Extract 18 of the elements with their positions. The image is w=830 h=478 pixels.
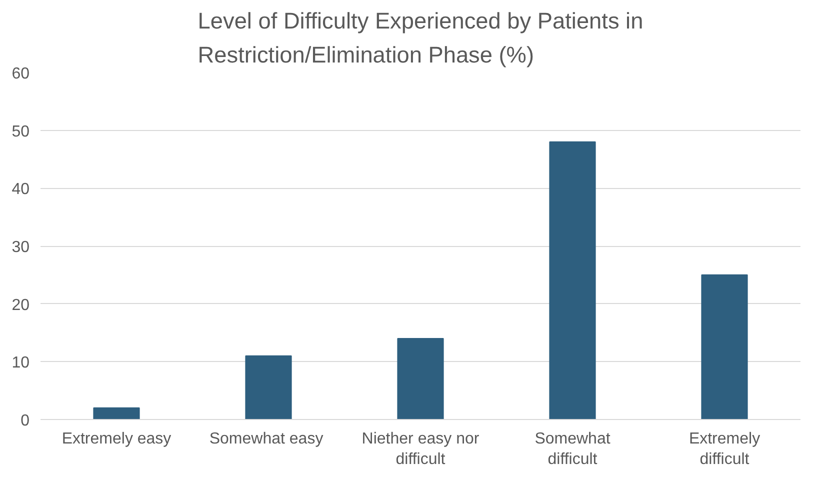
bar bbox=[93, 407, 140, 420]
x-tick-label: Somewhat difficult bbox=[534, 430, 611, 468]
y-tick-label: 40 bbox=[12, 181, 30, 198]
y-tick-label: 50 bbox=[12, 123, 30, 140]
y-tick-label: 60 bbox=[12, 66, 30, 82]
x-tick-label: Extremely easy bbox=[62, 430, 172, 448]
bar bbox=[549, 141, 596, 420]
y-tick-label: 10 bbox=[12, 354, 30, 372]
y-tick-label: 30 bbox=[12, 239, 30, 256]
bar bbox=[397, 338, 444, 420]
bar bbox=[701, 274, 748, 420]
x-tick-label: Niether easy nor difficult bbox=[362, 430, 480, 468]
bar bbox=[245, 355, 292, 420]
y-tick-label: 20 bbox=[12, 296, 30, 314]
x-tick-label: Somewhat easy bbox=[209, 430, 324, 448]
chart-title: Level of Difficulty Experienced by Patients in Restriction/Elimination Phase (%) bbox=[198, 8, 644, 68]
y-tick-label: 0 bbox=[20, 412, 30, 430]
x-tick-label: Extremely difficult bbox=[688, 430, 760, 468]
